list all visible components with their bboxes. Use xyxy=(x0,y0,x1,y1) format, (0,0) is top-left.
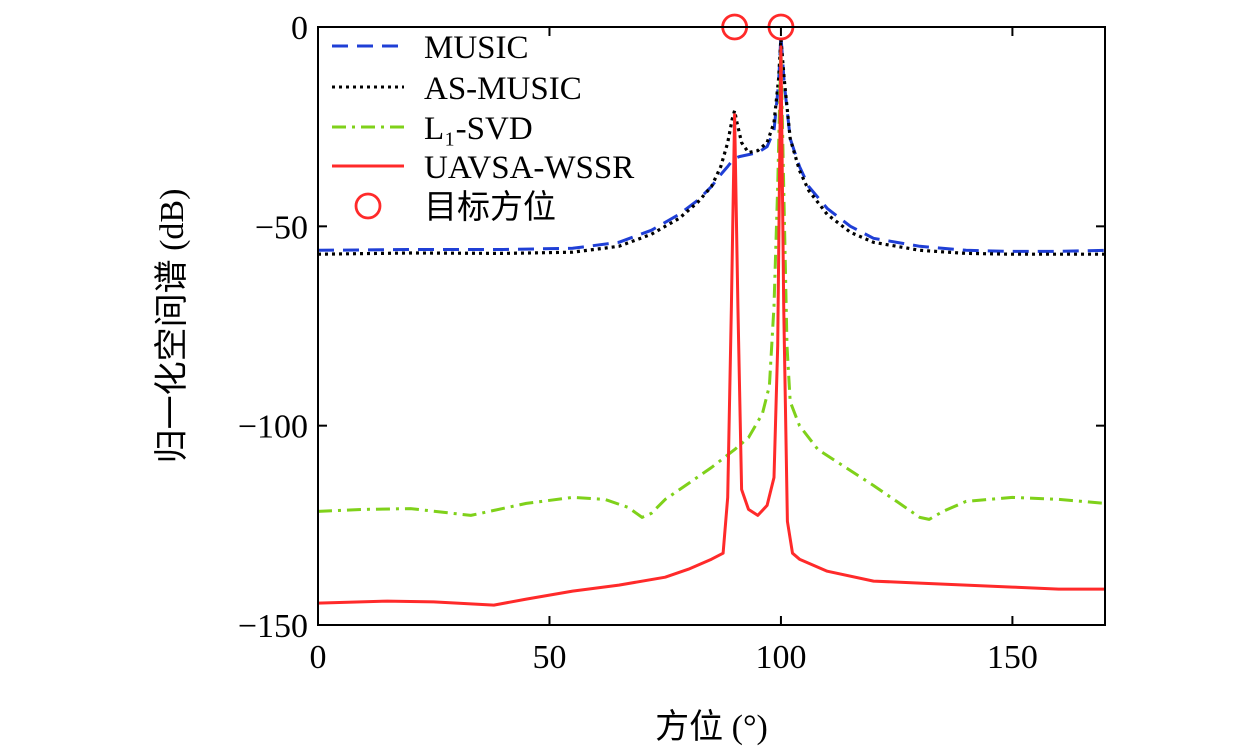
series-line-1 xyxy=(317,37,1105,256)
legend-label: AS-MUSIC xyxy=(424,71,582,107)
legend-label: 目标方位 xyxy=(424,189,556,226)
series-line-2 xyxy=(317,45,1106,521)
series-layer xyxy=(317,33,1106,607)
legend-label: L₁-SVD xyxy=(424,111,533,147)
y-tick-label: −100 xyxy=(238,409,308,446)
series-line-0 xyxy=(317,33,1106,253)
series-line-3 xyxy=(317,45,1105,607)
y-tick-label: −50 xyxy=(255,209,308,246)
x-axis-ticks: 0 50 100 150 xyxy=(310,27,1038,676)
y-tick-label: −150 xyxy=(238,608,308,645)
x-tick-label: 0 xyxy=(310,639,327,676)
y-axis-label: 归一化空间谱 (dB) xyxy=(153,189,191,464)
plot-frame xyxy=(317,26,1106,626)
x-axis-label: 方位 (°) xyxy=(655,708,768,746)
legend-label: MUSIC xyxy=(424,30,529,66)
x-tick-label: 50 xyxy=(532,639,566,676)
y-axis-ticks: 0 −50 −100 −150 xyxy=(238,10,1105,645)
x-tick-label: 100 xyxy=(755,639,806,676)
legend-marker-swatch xyxy=(354,192,382,220)
legend-label: UAVSA-WSSR xyxy=(424,150,634,186)
y-tick-label: 0 xyxy=(291,10,308,47)
x-tick-label: 150 xyxy=(987,639,1038,676)
